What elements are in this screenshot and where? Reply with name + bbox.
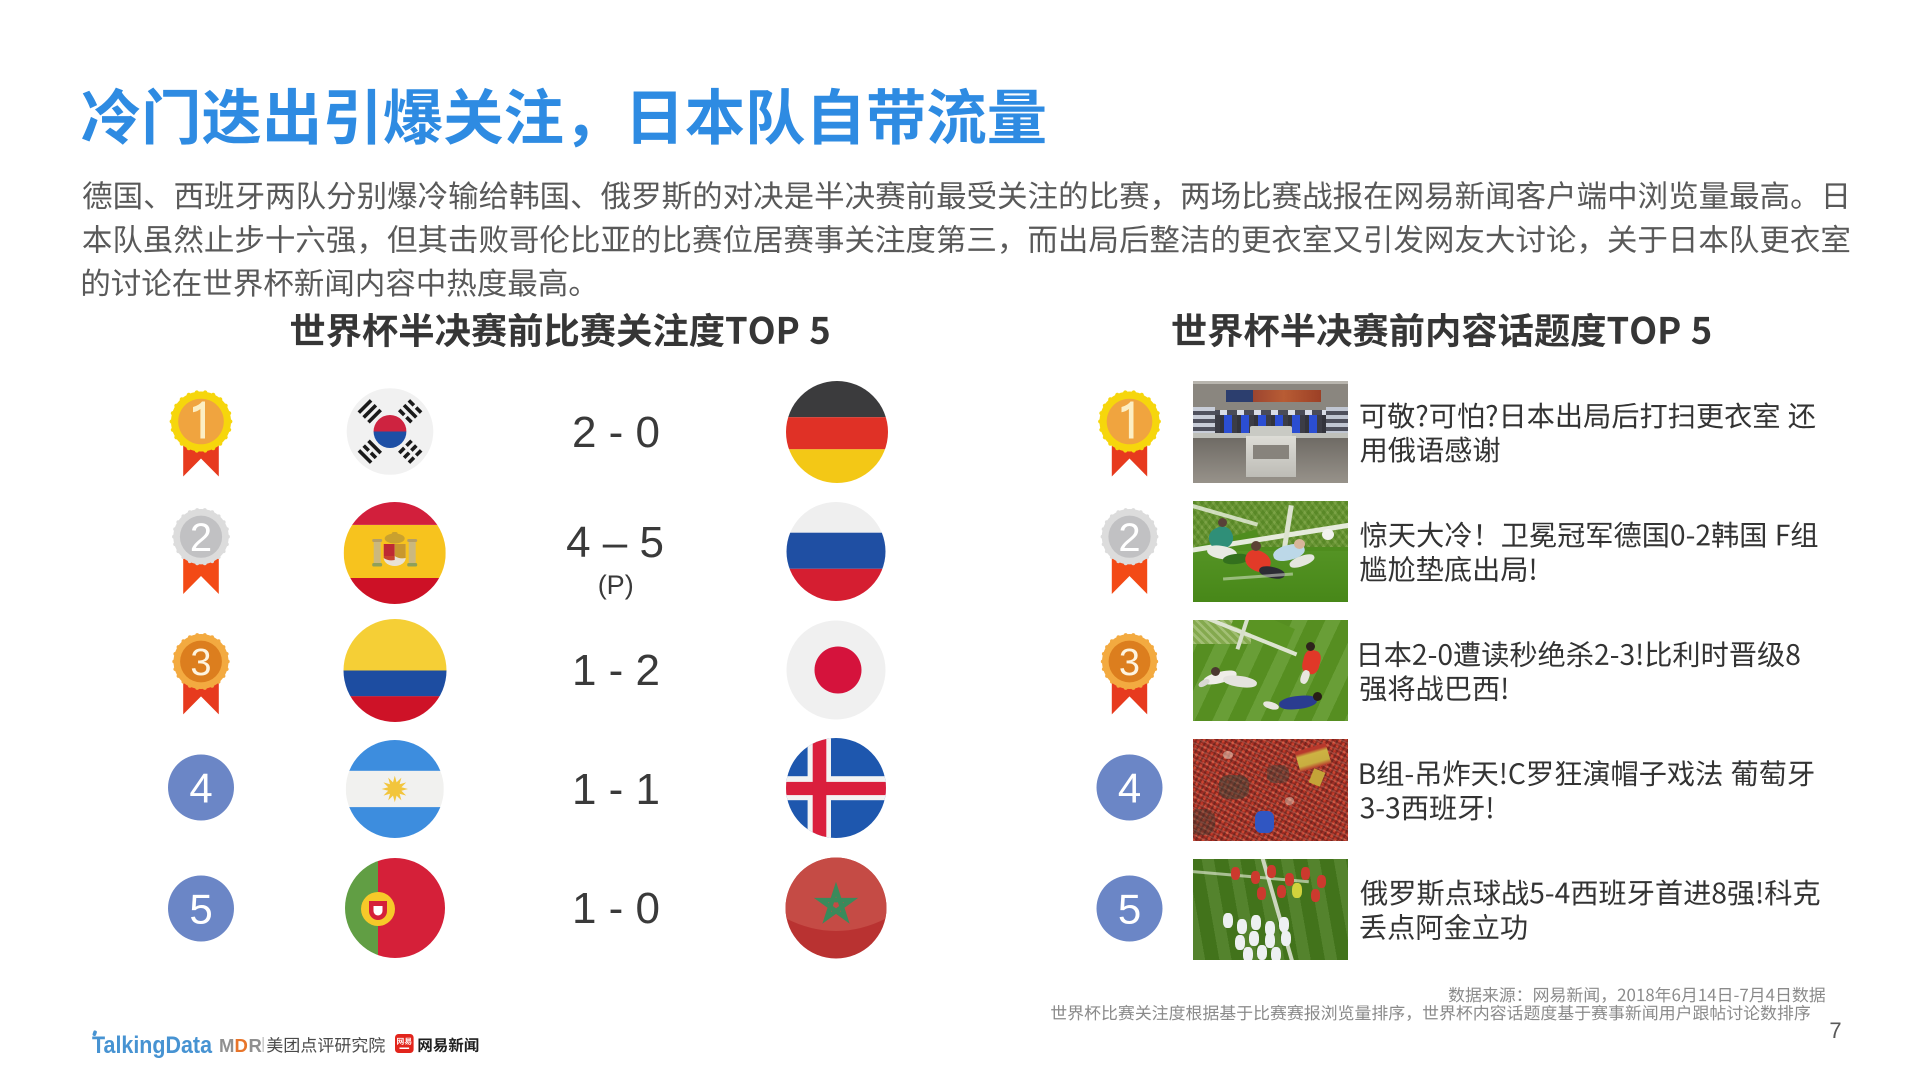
svg-text:M: M bbox=[219, 1035, 234, 1056]
svg-text:4: 4 bbox=[1118, 765, 1141, 812]
svg-text:1 - 1: 1 - 1 bbox=[572, 765, 660, 814]
svg-text:2: 2 bbox=[190, 516, 212, 560]
svg-text:(P): (P) bbox=[598, 570, 634, 600]
svg-text:7: 7 bbox=[1829, 1018, 1841, 1043]
svg-text:3: 3 bbox=[1119, 642, 1140, 684]
svg-text:D: D bbox=[235, 1035, 248, 1056]
svg-text:1 - 2: 1 - 2 bbox=[572, 646, 660, 695]
svg-text:R: R bbox=[249, 1035, 262, 1056]
svg-text:1 - 0: 1 - 0 bbox=[572, 884, 660, 933]
svg-text:5: 5 bbox=[189, 886, 212, 933]
svg-text:2 - 0: 2 - 0 bbox=[572, 408, 660, 457]
svg-text:3: 3 bbox=[190, 642, 211, 684]
svg-text:4: 4 bbox=[189, 765, 212, 812]
svg-text:4 – 5: 4 – 5 bbox=[566, 518, 664, 567]
svg-text:5: 5 bbox=[1118, 886, 1141, 933]
svg-text:2: 2 bbox=[1118, 516, 1140, 560]
svg-text:TalkingData: TalkingData bbox=[92, 1032, 212, 1059]
